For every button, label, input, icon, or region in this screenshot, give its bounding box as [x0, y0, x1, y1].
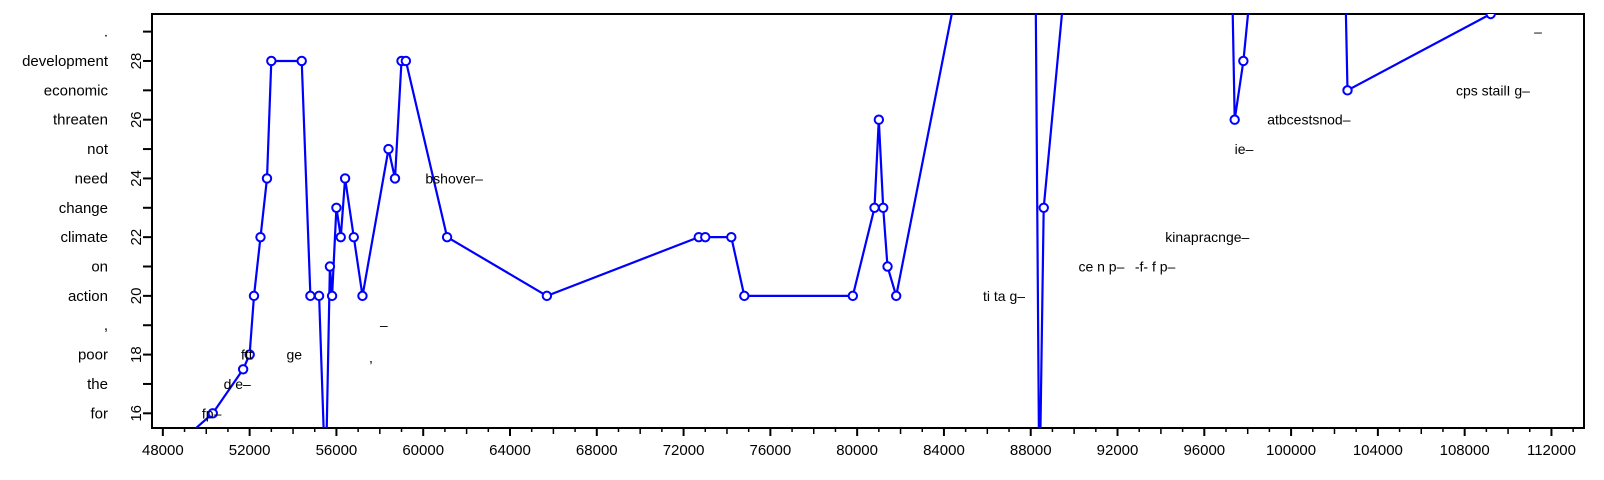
series-layer [194, 14, 1496, 428]
y-category-label: development [22, 53, 109, 70]
y-category-label: economic [44, 82, 109, 99]
data-point [1229, 114, 1240, 125]
y-tick-label: 22 [128, 229, 145, 246]
y-category-label: , [104, 317, 108, 334]
data-point [847, 290, 859, 302]
annotation-label: ge [287, 347, 303, 363]
plot-frame [151, 13, 1585, 429]
data-point [255, 231, 266, 243]
data-point [266, 55, 277, 67]
data-point [389, 173, 401, 184]
y-tick-label: 18 [128, 346, 145, 363]
annotation-label: ti ta g– [983, 288, 1025, 304]
x-tick-label: 56000 [316, 442, 358, 459]
data-point [326, 290, 338, 302]
data-point [261, 173, 273, 184]
x-tick-label: 48000 [142, 442, 184, 459]
x-tick-label: 52000 [229, 442, 271, 459]
data-point [383, 143, 394, 155]
data-point [348, 231, 359, 243]
y-category-label: change [59, 200, 108, 217]
y-tick-label: 28 [128, 53, 145, 70]
y-category-label: action [68, 288, 108, 305]
data-point [248, 290, 260, 302]
data-point [237, 364, 249, 375]
annotation-label: cps stailI g– [1456, 82, 1530, 98]
annotation-label: d e– [224, 376, 251, 392]
data-point [877, 202, 889, 213]
data-point [339, 173, 351, 184]
x-tick-label: 60000 [402, 442, 444, 459]
annotation-label: – [1534, 24, 1542, 40]
y-category-label: not [87, 141, 109, 158]
x-tick-label: 96000 [1183, 442, 1225, 459]
y-category-label: on [91, 259, 108, 276]
data-point [1038, 202, 1049, 213]
annotation-label: , [369, 350, 373, 366]
x-tick-label: 84000 [923, 442, 965, 459]
data-point [882, 261, 893, 272]
data-point [873, 114, 885, 125]
y-tick-label: 20 [128, 288, 145, 305]
data-point [869, 202, 880, 213]
x-tick-label: 72000 [663, 442, 705, 459]
data-point [296, 55, 307, 67]
data-point [207, 408, 218, 419]
x-tick-label: 64000 [489, 442, 531, 459]
data-point [1342, 85, 1353, 96]
x-tick-label: 76000 [750, 442, 792, 459]
data-point [726, 231, 737, 243]
data-point [1485, 14, 1496, 20]
series-line [194, 14, 1492, 428]
x-tick-label: 100000 [1266, 442, 1316, 459]
annotation-label: -f- f p– [1135, 259, 1176, 275]
data-point [305, 290, 316, 302]
annotation-label: atbcestsnod– [1267, 112, 1350, 128]
data-point [335, 231, 346, 243]
x-tick-label: 80000 [836, 442, 878, 459]
annotation-layer: fp–d e– ftt ge , – bshover– ti ta g– ce n p– -f-… [202, 24, 1542, 422]
data-point [541, 290, 553, 302]
data-point [891, 290, 902, 302]
x-tick-label: 92000 [1097, 442, 1139, 459]
y-category-label: the [87, 376, 108, 393]
x-tick-label: 88000 [1010, 442, 1052, 459]
x-tick-label: 108000 [1440, 442, 1490, 459]
data-point [400, 55, 412, 67]
y-category-label: poor [78, 347, 108, 364]
data-point [313, 290, 325, 302]
y-category-label: . [104, 24, 108, 41]
data-point [244, 349, 255, 360]
data-point [324, 261, 336, 272]
data-point [331, 202, 342, 213]
y-tick-label: 26 [128, 111, 145, 128]
x-tick-label: 68000 [576, 442, 618, 459]
annotation-label: bshover– [425, 170, 483, 186]
annotation-label: kinapracnge– [1165, 229, 1249, 245]
y-category-label: need [75, 170, 108, 187]
annotation-label: ce n p– [1078, 259, 1124, 275]
data-point [700, 231, 711, 243]
data-point [1238, 55, 1249, 67]
y-axis: 16 18 20 22 24 26 28 for the poor, action on climate… [22, 24, 152, 422]
annotation-label: ie– [1235, 141, 1254, 157]
annotation-label: ftt [241, 347, 253, 363]
annotation-label: – [380, 317, 388, 333]
x-axis: 48000 52000 56000 60000 64000 68000 72000 76000… [142, 428, 1576, 459]
data-point [739, 290, 750, 302]
y-category-label: climate [60, 229, 108, 246]
x-tick-label: 112000 [1527, 442, 1576, 459]
annotation-label: fp– [202, 405, 222, 421]
data-point [441, 231, 453, 243]
y-tick-label: 24 [128, 170, 145, 187]
data-point [357, 290, 368, 302]
y-category-label: for [90, 405, 108, 422]
y-tick-label: 16 [128, 405, 145, 422]
y-category-label: threaten [53, 112, 108, 129]
x-tick-label: 104000 [1353, 442, 1403, 459]
